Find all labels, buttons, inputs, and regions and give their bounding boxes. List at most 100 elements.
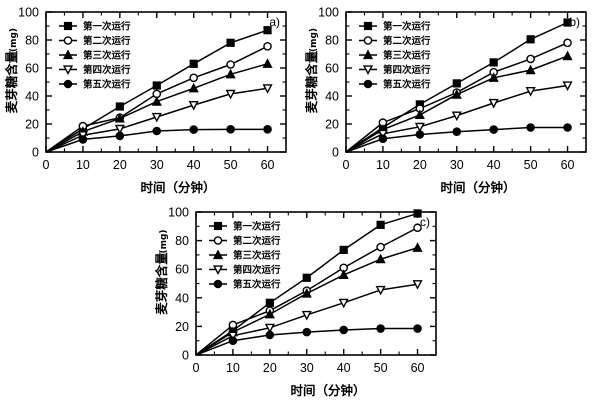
legend-label: 第三次运行	[233, 250, 281, 262]
data-point	[526, 35, 535, 44]
data-point	[115, 131, 125, 141]
y-axis-title: 麦芽糖含量(mg)	[154, 229, 169, 314]
svg-text:麦芽糖含量: 麦芽糖含量	[4, 50, 19, 113]
x-tick-label: 40	[337, 361, 351, 375]
data-point	[451, 89, 462, 99]
data-point	[226, 38, 235, 47]
x-tick-label: 50	[374, 361, 388, 375]
legend-marker	[209, 249, 227, 260]
data-point	[63, 79, 73, 89]
legend-label: 第四次运行	[83, 64, 131, 76]
data-point	[265, 298, 274, 307]
data-point	[338, 269, 349, 280]
data-point	[225, 68, 236, 79]
data-point	[189, 59, 198, 68]
legend-marker	[209, 279, 227, 289]
data-point	[62, 49, 74, 60]
data-point	[262, 58, 273, 68]
data-point	[339, 325, 348, 335]
y-tick-label: 20	[25, 118, 39, 132]
legend-marker	[59, 65, 77, 76]
data-point	[78, 135, 88, 144]
data-point	[563, 18, 572, 27]
legend-marker	[359, 79, 377, 89]
svg-text:(mg): (mg)	[159, 229, 169, 253]
x-tick-label: 30	[300, 361, 314, 375]
data-point	[226, 125, 235, 134]
legend-label: 第三次运行	[383, 50, 431, 62]
data-point	[152, 126, 162, 136]
data-point	[338, 298, 349, 309]
data-point	[452, 79, 461, 88]
y-tick-label: 80	[325, 34, 339, 48]
series-4	[195, 280, 423, 356]
legend-label: 第一次运行	[83, 21, 131, 33]
y-tick-label: 20	[325, 118, 339, 132]
chart-svg: 0 10 20 30 40 50 60 0 20 40 60 80 100 a) 时间（分钟） 麦芽糖含量(m…	[4, 6, 287, 195]
data-point	[227, 331, 238, 342]
legend-label: 第五次运行	[83, 79, 131, 91]
legend-marker	[359, 36, 377, 45]
y-tick-label: 80	[175, 234, 189, 248]
y-tick-label: 40	[25, 90, 39, 104]
x-tick-label: 60	[411, 361, 425, 375]
data-point	[151, 96, 162, 106]
data-point	[489, 125, 498, 134]
y-tick-label: 0	[182, 349, 189, 363]
data-point	[377, 129, 388, 140]
data-point	[226, 60, 235, 69]
legend-marker	[209, 221, 227, 231]
chart-panel-c: 0 10 20 30 40 50 60 0 20 40 60 80 100 c) 时间（分钟） 麦芽糖含量 (m…	[150, 200, 450, 403]
data-point	[152, 81, 161, 90]
x-axis-title: 时间（分钟）	[290, 383, 365, 398]
legend-label: 第一次运行	[383, 21, 431, 33]
x-tick-label: 50	[224, 158, 238, 172]
data-point	[213, 279, 223, 289]
series-5	[45, 125, 272, 153]
data-point	[376, 220, 385, 229]
data-point	[488, 98, 499, 109]
data-point	[62, 65, 74, 76]
chart-panel-a: 0 10 20 30 40 50 60 0 20 40 60 80 100 a) 时间（分钟） 麦芽糖含量 (m…	[0, 0, 300, 200]
data-point	[262, 84, 273, 94]
y-axis-title: 麦芽糖含量(mg)	[4, 28, 19, 113]
y-tick-label: 60	[325, 62, 339, 76]
legend-marker	[59, 49, 77, 60]
legend-label: 第四次运行	[233, 264, 281, 276]
panel-label: c)	[420, 215, 430, 229]
data-point	[114, 112, 125, 123]
chart-panel-b: 0 10 20 30 40 50 60 0 20 40 60 80 100 b) 时间（分钟） 麦芽糖含量 (m…	[300, 0, 600, 200]
svg-text:麦芽糖含量: 麦芽糖含量	[304, 50, 319, 113]
data-point	[413, 324, 422, 333]
y-tick-label: 40	[325, 90, 339, 104]
legend-marker	[359, 65, 377, 76]
legend-label: 第五次运行	[233, 279, 281, 291]
data-point	[189, 125, 198, 134]
x-tick-label: 0	[43, 158, 50, 172]
data-point	[264, 308, 275, 319]
data-point	[451, 111, 462, 122]
legend-label: 第五次运行	[383, 79, 431, 91]
data-point	[265, 330, 275, 340]
series-5	[345, 123, 572, 153]
legend-label: 第二次运行	[233, 235, 281, 247]
data-point	[362, 49, 374, 60]
svg-text:(mg): (mg)	[309, 28, 319, 52]
data-point	[376, 242, 385, 252]
x-tick-label: 20	[263, 361, 277, 375]
data-point	[414, 122, 425, 133]
x-axis-title: 时间（分钟）	[140, 180, 215, 195]
y-tick-label: 20	[175, 320, 189, 334]
data-point	[263, 125, 272, 134]
data-point	[412, 242, 423, 252]
data-point	[526, 54, 535, 64]
legend-marker	[59, 36, 77, 45]
data-point	[263, 26, 272, 35]
y-axis-title: 麦芽糖含量(mg)	[304, 28, 319, 113]
data-point	[526, 123, 535, 132]
legend-marker	[59, 79, 77, 89]
